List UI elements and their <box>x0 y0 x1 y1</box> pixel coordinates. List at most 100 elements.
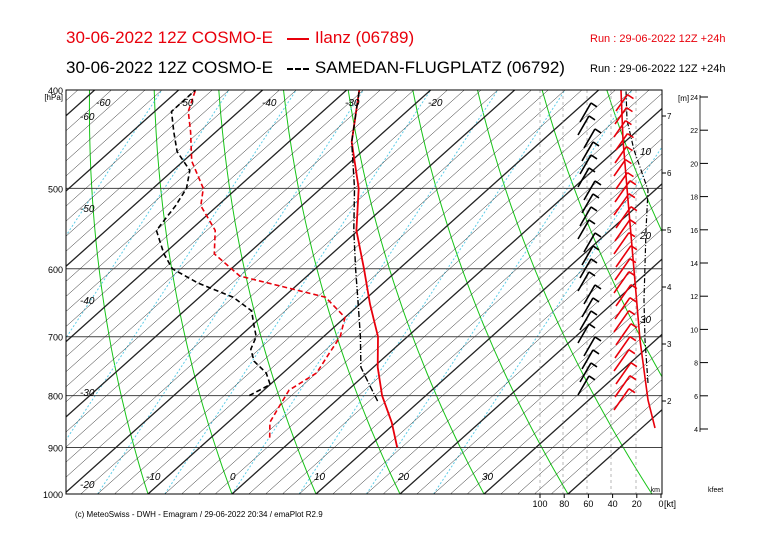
mixing-ratio-line <box>66 90 230 339</box>
isotherm-major-line <box>483 333 662 494</box>
ilanz-wind-barb <box>615 133 629 151</box>
title-ilanz: 30-06-2022 12Z COSMO-E Ilanz (06789) <box>66 28 414 48</box>
samedan-wind-barb <box>579 206 592 227</box>
mixing-ratio-line <box>298 90 566 494</box>
kfeet-tick-label: 4 <box>694 427 698 434</box>
wind-speed-tick-label: 0 <box>658 499 663 509</box>
isotherm-major-line <box>399 258 662 494</box>
ilanz-wind-barb <box>628 349 636 355</box>
isotherm-line <box>551 394 662 494</box>
isotherm-line <box>97 90 549 494</box>
samedan-wind-barb <box>588 375 596 381</box>
ilanz-wind-barb <box>614 297 631 320</box>
samedan-wind-barb <box>583 336 596 357</box>
wind-speed-unit-label: [kt] <box>664 499 676 509</box>
ilanz-wind-barb <box>613 310 630 333</box>
isotherm-line <box>416 273 662 494</box>
ilanz-wind-barb <box>629 375 637 381</box>
isotherm-line <box>66 90 230 237</box>
height-tick-label: 7 <box>667 112 672 121</box>
temperature-tick-label-left: -20 <box>80 480 95 491</box>
temperature-tick-label-top: -50 <box>179 98 194 109</box>
ilanz-wind-barb <box>628 310 636 316</box>
samedan-wind-barb <box>581 297 594 318</box>
isotherm-line <box>181 90 633 494</box>
kfeet-tick-label: 14 <box>690 261 698 268</box>
height-tick-label: 4 <box>667 283 672 292</box>
samedan-wind-barb <box>579 102 592 123</box>
isotherm-line <box>66 90 381 373</box>
mixing-ratio-line <box>433 146 662 494</box>
ilanz-wind-barb <box>626 106 633 113</box>
plot-frame <box>65 89 663 495</box>
ilanz-wind-barb <box>628 388 636 394</box>
temperature-tick-label-top: -60 <box>96 98 111 109</box>
mixing-ratio-line <box>66 90 297 441</box>
isotherm-line <box>282 153 662 494</box>
isotherm-line <box>349 213 662 494</box>
kfeet-tick-label: 18 <box>690 195 698 202</box>
ilanz-wind-barb <box>614 180 631 203</box>
wind-profile-label: 10 <box>640 147 652 158</box>
isotherm-major-line <box>66 90 432 418</box>
samedan-wind-barb <box>577 219 590 240</box>
kfeet-tick-label: 6 <box>694 394 698 401</box>
isotherm-major-line <box>147 90 600 494</box>
samedan-wind-barb <box>590 206 598 212</box>
ilanz-wind-barb <box>613 193 630 216</box>
temperature-tick-label-bottom: 30 <box>482 472 494 483</box>
samedan-wind-barb <box>588 115 596 121</box>
pressure-tick-label: 1000 <box>43 490 63 500</box>
pressure-tick-label: 400 <box>48 86 63 96</box>
kfeet-tick-label: 20 <box>690 161 698 168</box>
samedan-wind-barb <box>590 258 598 264</box>
ilanz-wind-barb <box>628 232 636 238</box>
samedan-wind-barb <box>577 323 590 344</box>
ilanz-wind-barb <box>613 120 627 138</box>
temperature-tick-label-bottom: 0 <box>230 472 236 483</box>
kfeet-tick-label: 22 <box>690 128 698 135</box>
title-samedan: 30-06-2022 12Z COSMO-E SAMEDAN-FLUGPLATZ … <box>66 58 565 78</box>
ilanz-wind-barb <box>614 375 631 398</box>
mixing-ratio-line <box>231 90 499 494</box>
isotherm-major-line <box>66 90 180 192</box>
pressure-unit-label: [hPa] <box>44 93 63 102</box>
isotherm-line <box>66 90 314 312</box>
isotherm-line <box>164 90 616 494</box>
isotherm-line <box>265 138 662 494</box>
wind-profile-label: 20 <box>639 231 652 242</box>
kfeet-tick-label: 10 <box>690 327 698 334</box>
height-unit-label: [m] <box>678 94 689 103</box>
samedan-wind-barb <box>592 245 600 251</box>
ilanz-wind-barb <box>615 245 632 268</box>
isotherm-line <box>0 90 61 494</box>
ilanz-wind-barb <box>615 362 632 385</box>
ilanz-wind-barb <box>628 193 636 199</box>
ilanz-dewpoint-line <box>187 90 346 438</box>
km-unit-label: km <box>651 487 661 494</box>
samedan-wind-barb <box>583 180 596 201</box>
wind-speed-tick-label: 80 <box>559 499 569 509</box>
samedan-wind-barb <box>581 193 594 214</box>
samedan-wind-barb <box>588 167 596 173</box>
run-info-samedan: Run : 29-06-2022 12Z +24h <box>590 63 726 75</box>
samedan-wind-barb <box>588 323 596 329</box>
isotherm-line <box>66 90 129 147</box>
isotherm-major-line <box>567 408 662 494</box>
isotherm-line <box>66 90 499 478</box>
isotherm-line <box>66 90 213 222</box>
ilanz-wind-barb <box>625 119 632 126</box>
temperature-tick-label-top: -20 <box>428 98 443 109</box>
samedan-temperature-line <box>350 90 379 402</box>
ilanz-wind-barb <box>630 284 638 290</box>
isotherm-line <box>66 90 247 252</box>
isotherm-line <box>66 90 196 207</box>
isotherm-line <box>0 90 27 494</box>
legend-solid-line-icon <box>286 37 309 40</box>
ilanz-wind-barb <box>626 145 633 152</box>
dry-adiabat-line <box>736 90 766 494</box>
samedan-wind-barb <box>577 167 590 188</box>
ilanz-wind-barb <box>614 336 631 359</box>
dry-adiabat-line <box>283 90 401 494</box>
isotherm-line <box>500 349 662 494</box>
